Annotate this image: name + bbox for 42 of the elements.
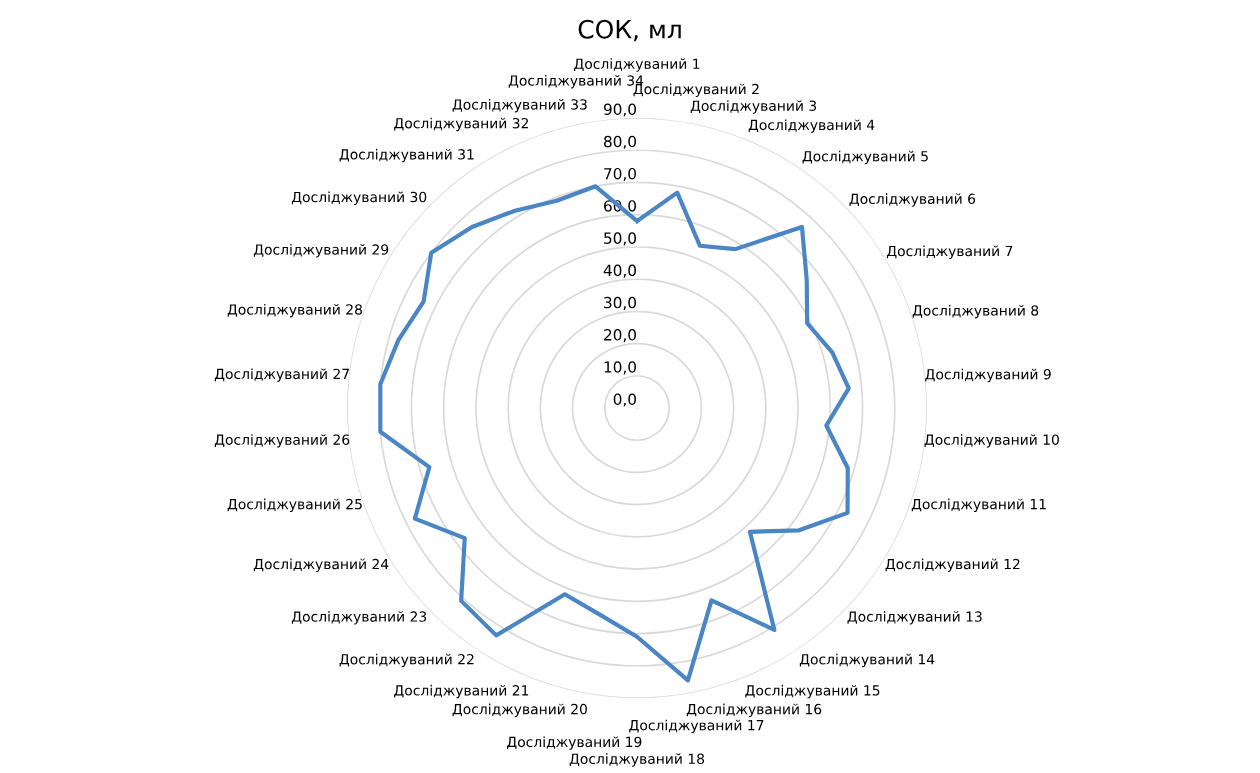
spoke-label: Досліджуваний 13	[847, 611, 982, 625]
spoke-label: Досліджуваний 24	[253, 558, 389, 572]
spoke-label: Досліджуваний 8	[912, 304, 1039, 319]
spoke-label: Досліджуваний 18	[569, 753, 705, 767]
spoke-label: Досліджуваний 20	[452, 703, 587, 718]
spoke-label: Досліджуваний 12	[885, 558, 1020, 572]
spoke-label: Досліджуваний 30	[291, 191, 427, 205]
y-tick-label: 0,0	[613, 393, 636, 407]
y-tick-label: 40,0	[603, 264, 636, 278]
spoke-label: Досліджуваний 29	[253, 244, 389, 258]
spoke-label: Досліджуваний 10	[924, 434, 1059, 448]
spoke-label: Досліджуваний 11	[911, 498, 1046, 513]
spoke-label: Досліджуваний 27	[214, 368, 349, 382]
spoke-label: Досліджуваний 23	[291, 611, 427, 625]
spoke-label: Досліджуваний 21	[394, 684, 529, 699]
spoke-label: Досліджуваний 33	[452, 98, 587, 113]
spoke-label: Досліджуваний 31	[339, 148, 474, 163]
spoke-label: Досліджуваний 14	[799, 653, 935, 668]
spoke-label: Досліджуваний 4	[748, 119, 875, 133]
spoke-label: Досліджуваний 1	[574, 58, 700, 72]
spoke-label: Досліджуваний 19	[507, 736, 642, 750]
y-tick-label: 20,0	[604, 329, 636, 343]
spoke-label: Досліджуваний 28	[227, 303, 362, 318]
spoke-label: Досліджуваний 26	[214, 434, 350, 448]
spoke-label: Досліджуваний 16	[686, 703, 822, 718]
spoke-label: Досліджуваний 3	[690, 100, 817, 114]
spoke-label: Досліджуваний 17	[629, 719, 764, 734]
spoke-label: Досліджуваний 9	[925, 368, 1051, 383]
spoke-label: Досліджуваний 22	[339, 653, 474, 668]
y-tick-label: 10,0	[604, 361, 636, 375]
spoke-label: Досліджуваний 5	[802, 150, 928, 165]
y-tick-label: 90,0	[603, 103, 636, 117]
y-tick-label: 50,0	[604, 232, 636, 246]
y-tick-label: 30,0	[604, 296, 636, 310]
spoke-label: Досліджуваний 25	[227, 498, 362, 513]
spoke-label: Досліджуваний 15	[745, 684, 880, 699]
spoke-label: Досліджуваний 7	[886, 245, 1013, 259]
chart-title: СОК, мл	[578, 19, 681, 42]
spoke-label: Досліджуваний 32	[394, 117, 529, 132]
y-tick-label: 70,0	[604, 167, 636, 182]
y-tick-label: 80,0	[604, 135, 636, 149]
spoke-label: Досліджуваний 6	[849, 193, 976, 207]
